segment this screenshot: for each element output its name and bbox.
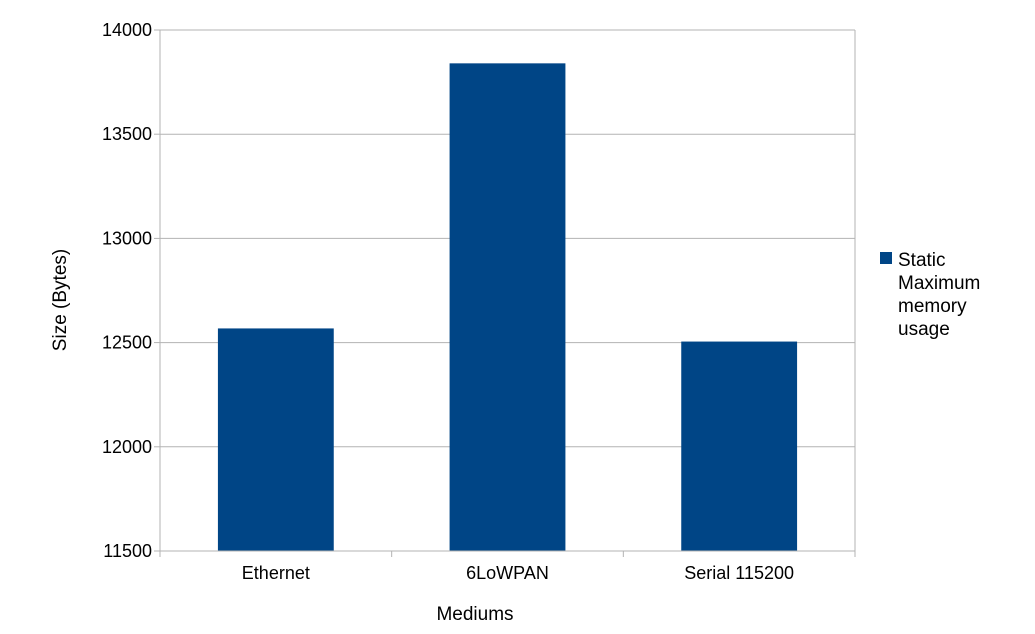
axes: [154, 29, 856, 557]
y-tick-labels: 11500 12000 12500 13000 13500 14000: [102, 20, 152, 561]
legend-label: Static Maximum memory usage: [898, 250, 980, 340]
x-tick-label: Ethernet: [242, 563, 310, 583]
legend: Static Maximum memory usage: [880, 250, 980, 340]
y-tick-label: 14000: [102, 20, 152, 40]
x-tick-labels: Ethernet 6LoWPAN Serial 115200: [242, 563, 794, 583]
y-tick-label: 12000: [102, 437, 152, 457]
y-axis-title: Size (Bytes): [50, 249, 71, 351]
y-tick-label: 13000: [102, 228, 152, 248]
y-tick-label: 13500: [102, 124, 152, 144]
bars: [217, 63, 798, 552]
x-tick-label: 6LoWPAN: [466, 563, 549, 583]
bar-serial-115200: [681, 341, 798, 551]
x-axis-title: Mediums: [436, 604, 513, 625]
bar-6lowpan: [449, 63, 566, 552]
y-tick-label: 11500: [103, 541, 152, 561]
y-tick-label: 12500: [102, 333, 152, 353]
bar-ethernet: [217, 328, 334, 551]
x-tick-label: Serial 115200: [684, 563, 794, 583]
legend-swatch: [880, 252, 892, 264]
